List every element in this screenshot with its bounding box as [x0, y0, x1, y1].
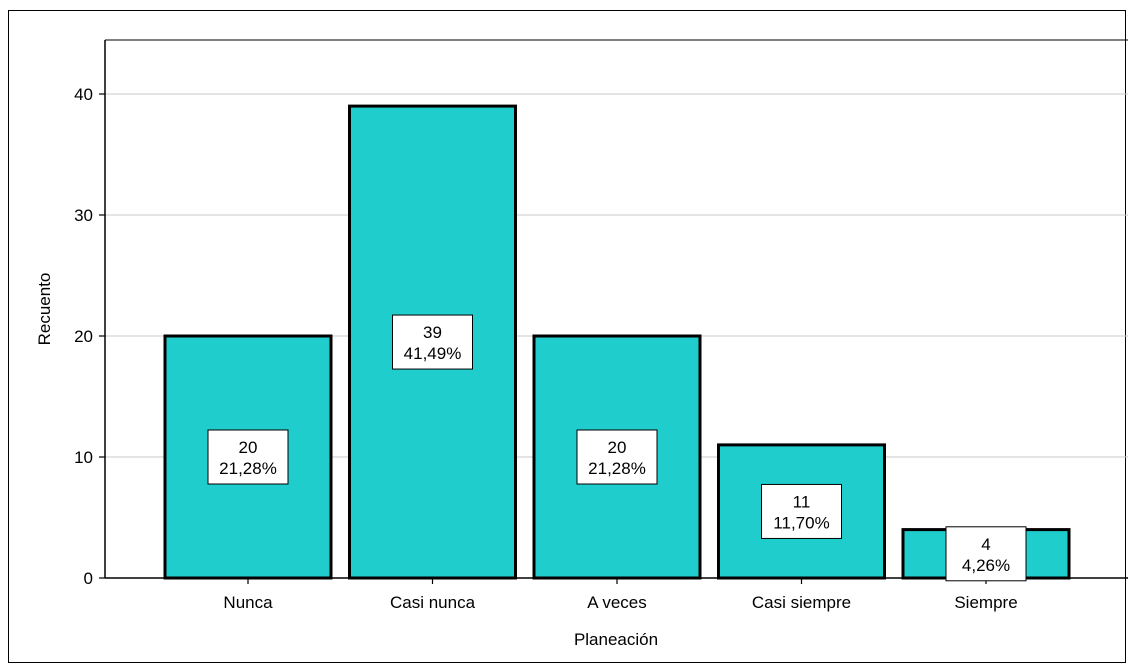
data-label-percent: 11,70% [773, 513, 829, 532]
data-label-percent: 21,28% [588, 459, 646, 478]
data-labels: 20 21,28% 39 41,49% 20 21,28% 11 11,70% 4 4,26% [207, 314, 1027, 582]
x-tick-label: Nunca [223, 593, 273, 612]
x-tick-label: Casi nunca [390, 593, 476, 612]
y-tick-labels: 0 10 20 30 40 [74, 85, 105, 588]
data-label-count: 20 [608, 438, 627, 457]
data-label-percent: 4,26% [962, 556, 1010, 575]
data-label-box [576, 429, 658, 485]
x-tick-label: Casi siempre [752, 593, 851, 612]
x-tick-labels: Nunca Casi nunca A veces Casi siempre Siempr… [223, 578, 1018, 612]
y-tick-label: 40 [74, 85, 93, 104]
data-label-count: 4 [981, 535, 990, 554]
y-axis-title: Recuento [35, 273, 54, 346]
data-label-count: 11 [793, 492, 811, 511]
bars [163, 104, 1071, 580]
y-tick-label: 10 [74, 448, 93, 467]
y-tick-label: 20 [74, 327, 93, 346]
data-label-box [207, 429, 289, 485]
x-axis-title: Planeación [574, 630, 658, 649]
data-label-box [945, 526, 1027, 582]
data-label-count: 39 [423, 323, 442, 342]
data-label-count: 20 [239, 438, 258, 457]
data-label-box [392, 314, 473, 370]
data-label-percent: 41,49% [404, 344, 462, 363]
data-label-percent: 21,28% [219, 459, 277, 478]
y-tick-label: 0 [84, 569, 93, 588]
data-label-box [761, 483, 842, 539]
x-tick-label: Siempre [954, 593, 1017, 612]
x-tick-label: A veces [587, 593, 647, 612]
y-tick-label: 30 [74, 206, 93, 225]
